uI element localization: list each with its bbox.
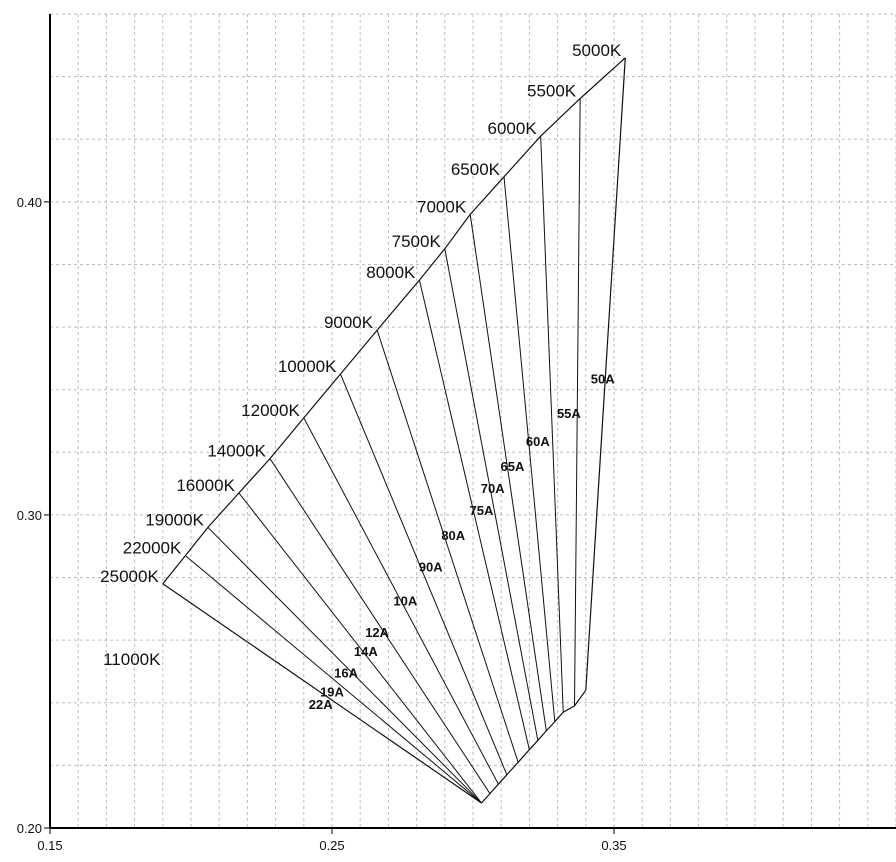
isotemperature-line — [574, 98, 581, 706]
isotemperature-line — [540, 136, 564, 713]
grid — [49, 13, 896, 829]
cct-label: 14000K — [207, 442, 266, 461]
series-label: 55A — [557, 406, 581, 421]
y-tick-label: 0.20 — [17, 821, 42, 836]
series-label: 19A — [320, 685, 344, 700]
cct-label: 7500K — [392, 232, 442, 251]
isotemperature-line — [339, 373, 508, 775]
isotemperature-line — [269, 458, 491, 794]
isotemperature-line — [444, 248, 539, 741]
series-label: 70A — [481, 481, 505, 496]
isotemperature-line — [185, 555, 482, 804]
cct-label: 8000K — [366, 263, 416, 282]
cct-label: 22000K — [123, 539, 182, 558]
cct-label: 19000K — [145, 510, 204, 529]
series-label: 80A — [441, 528, 465, 543]
series-label: 65A — [501, 459, 525, 474]
series-label: 75A — [470, 503, 494, 518]
cct-fan-plot — [162, 57, 626, 804]
cct-label: 6500K — [451, 160, 501, 179]
left-boundary-line — [162, 583, 482, 804]
series-label: 14A — [354, 644, 378, 659]
isotemperature-line — [376, 330, 519, 763]
cct-label: 12000K — [241, 401, 300, 420]
series-label: 90A — [419, 559, 443, 574]
isotemperature-line — [238, 492, 482, 804]
isotemperature-line — [469, 214, 547, 732]
axes: 0.15 0.25 0.35 0.20 0.30 0.40 — [17, 14, 896, 853]
isotemperature-line — [503, 176, 556, 722]
cct-label: 25000K — [100, 567, 159, 586]
cct-label: 5000K — [572, 41, 622, 60]
series-label: 50A — [591, 371, 615, 386]
isotemperature-line — [207, 527, 482, 804]
cct-label: 7000K — [417, 197, 467, 216]
annotation-label: 11000K — [103, 650, 161, 669]
series-label: 12A — [365, 625, 389, 640]
cct-label: 10000K — [278, 357, 337, 376]
x-tick-label: 0.15 — [37, 838, 62, 853]
right-boundary-line — [585, 57, 626, 691]
series-label: 10A — [393, 594, 417, 609]
series-label: 60A — [526, 434, 550, 449]
cct-boundary-line — [162, 57, 626, 585]
series-label: 22A — [309, 697, 333, 712]
cct-label: 16000K — [176, 476, 235, 495]
cct-label: 6000K — [488, 119, 538, 138]
x-tick-label: 0.25 — [319, 838, 344, 853]
isotemperature-line — [418, 280, 530, 750]
cct-label: 9000K — [324, 313, 374, 332]
series-label: 16A — [334, 666, 358, 681]
lower-boundary-line — [481, 689, 587, 804]
labels: 5000K 5500K 6000K 6500K 7000K 7500K 8000K 9000K… — [100, 41, 622, 712]
cct-label: 5500K — [527, 82, 577, 101]
isotemperature-line — [303, 417, 499, 785]
x-tick-label: 0.35 — [601, 838, 626, 853]
y-tick-label: 0.30 — [17, 508, 42, 523]
y-tick-label: 0.40 — [17, 195, 42, 210]
